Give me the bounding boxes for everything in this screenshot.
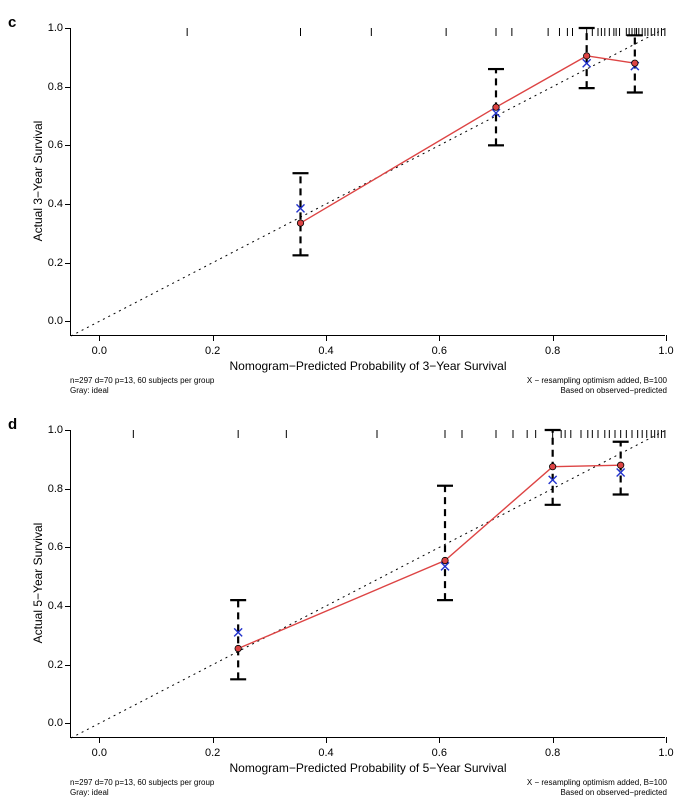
x-tick-label: 0.6	[432, 345, 447, 357]
calibration-plot-d: Actual 5−Year Survival Nomogram−Predicte…	[70, 430, 665, 738]
plot-svg	[71, 28, 665, 335]
calibration-point	[632, 60, 638, 66]
y-tick-label: 0.6	[48, 541, 63, 553]
calibration-point	[617, 462, 623, 468]
calibration-line	[238, 465, 621, 648]
x-tick-label: 1.0	[658, 345, 673, 357]
calibration-plot-c: Actual 3−Year Survival Nomogram−Predicte…	[70, 28, 665, 336]
footnote-left: n=297 d=70 p=13, 60 subjects per group G…	[70, 376, 214, 396]
y-tick-label: 1.0	[48, 22, 63, 34]
calibration-point	[493, 104, 499, 110]
calibration-point	[583, 53, 589, 59]
x-tick-label: 0.4	[318, 345, 333, 357]
calibration-point	[442, 557, 448, 563]
calibration-line	[301, 56, 635, 223]
footnote-left: n=297 d=70 p=13, 60 subjects per group G…	[70, 778, 214, 798]
y-tick-label: 0.8	[48, 81, 63, 93]
y-tick-label: 0.0	[48, 717, 63, 729]
x-axis-label: Nomogram−Predicted Probability of 5−Year…	[71, 761, 665, 775]
x-tick-label: 0.0	[92, 345, 107, 357]
calibration-point	[549, 463, 555, 469]
calibration-panel-c: c Actual 3−Year Survival Nomogram−Predic…	[0, 0, 685, 402]
calibration-point	[297, 220, 303, 226]
panel-label-c: c	[8, 14, 16, 31]
calibration-point	[235, 645, 241, 651]
x-tick-label: 0.2	[205, 747, 220, 759]
x-tick-label: 0.0	[92, 747, 107, 759]
x-tick-label: 0.8	[545, 345, 560, 357]
footnote-right: X − resampling optimism added, B=100 Bas…	[527, 778, 667, 798]
y-tick-label: 0.6	[48, 139, 63, 151]
y-tick-label: 0.2	[48, 659, 63, 671]
y-tick-label: 0.4	[48, 600, 63, 612]
y-tick-label: 0.0	[48, 315, 63, 327]
x-tick-label: 1.0	[658, 747, 673, 759]
footnote-right: X − resampling optimism added, B=100 Bas…	[527, 376, 667, 396]
y-tick-label: 0.2	[48, 257, 63, 269]
y-tick-label: 0.4	[48, 198, 63, 210]
x-axis-label: Nomogram−Predicted Probability of 3−Year…	[71, 359, 665, 373]
y-tick-label: 1.0	[48, 424, 63, 436]
calibration-panel-d: d Actual 5−Year Survival Nomogram−Predic…	[0, 402, 685, 804]
y-axis-label: Actual 5−Year Survival	[31, 429, 45, 737]
panel-label-d: d	[8, 416, 17, 433]
x-tick-label: 0.8	[545, 747, 560, 759]
plot-svg	[71, 430, 665, 737]
x-tick-label: 0.2	[205, 345, 220, 357]
y-tick-label: 0.8	[48, 483, 63, 495]
x-tick-label: 0.6	[432, 747, 447, 759]
ideal-line	[71, 430, 666, 738]
y-axis-label: Actual 3−Year Survival	[31, 27, 45, 335]
x-tick-label: 0.4	[318, 747, 333, 759]
